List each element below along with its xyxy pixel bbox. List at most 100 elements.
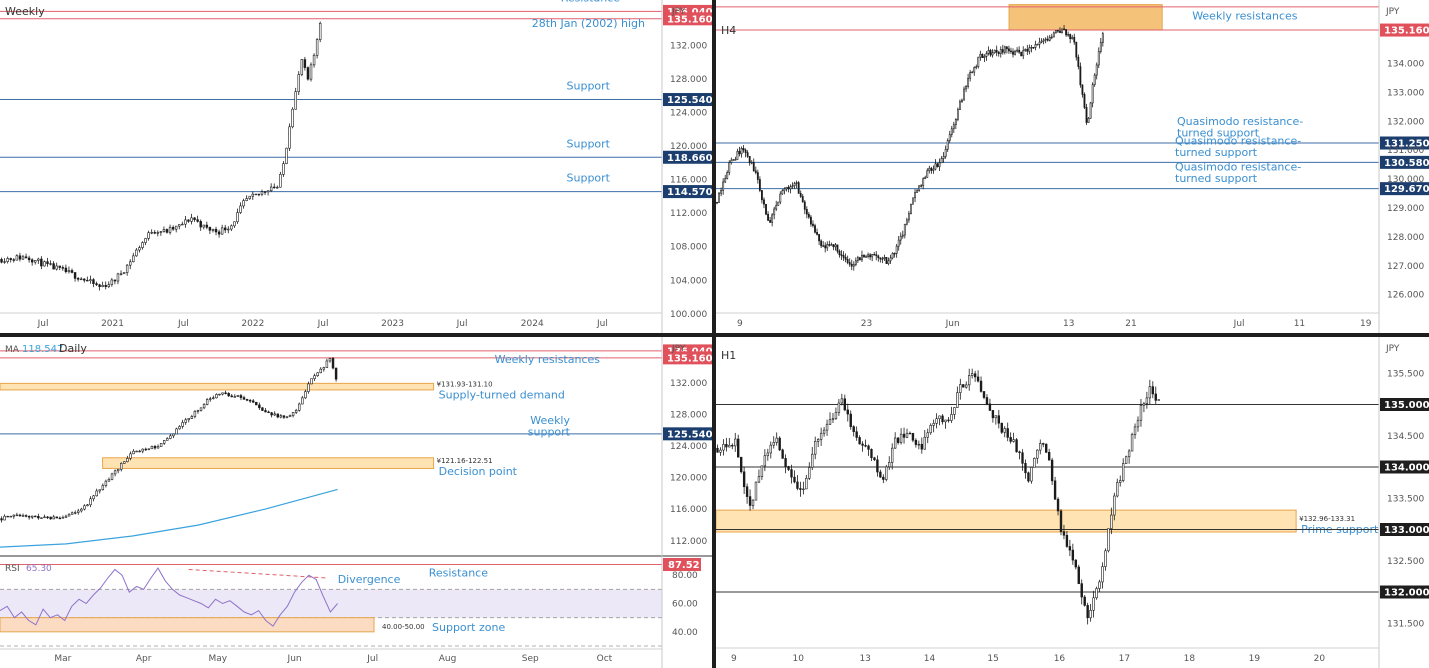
daily-ma-label: MA bbox=[5, 345, 20, 355]
h4-title: H4 bbox=[721, 24, 736, 37]
x-tick-label: 20 bbox=[1314, 654, 1326, 664]
x-tick-label: Sep bbox=[522, 654, 539, 664]
candle-body bbox=[1003, 428, 1006, 433]
candle-body bbox=[49, 516, 52, 520]
candle-body bbox=[141, 242, 144, 248]
candle-body bbox=[221, 392, 224, 395]
candle-body bbox=[116, 468, 120, 472]
daily-top-label: Weekly resistances bbox=[495, 353, 601, 366]
candle-body bbox=[313, 375, 316, 379]
candle-body bbox=[811, 453, 814, 468]
rsi-zone-note: 40.00-50.00 bbox=[382, 623, 425, 631]
x-tick-label: Apr bbox=[136, 654, 152, 664]
candle-body bbox=[830, 244, 833, 246]
candle-body bbox=[218, 393, 221, 396]
candle-body bbox=[1030, 47, 1033, 49]
candle-body bbox=[787, 466, 790, 470]
price-badge-label: 129.670 bbox=[1384, 184, 1429, 195]
candle-body bbox=[730, 159, 733, 163]
candle-body bbox=[132, 255, 135, 263]
y-tick-label: 132.500 bbox=[1387, 557, 1424, 567]
candle-body bbox=[129, 261, 132, 266]
candle-body bbox=[291, 412, 295, 416]
candle-body bbox=[236, 395, 240, 397]
candle-body bbox=[765, 203, 767, 215]
candle-body bbox=[1071, 36, 1074, 40]
h1-chart-panel[interactable]: Prime support¥132.96-133.31 135.000134.0… bbox=[716, 337, 1429, 668]
candle-body bbox=[1085, 107, 1088, 123]
candle-body bbox=[781, 449, 784, 459]
y-tick-label: 120.000 bbox=[670, 474, 707, 484]
candle-body bbox=[298, 403, 301, 411]
candle-body bbox=[70, 512, 74, 515]
candle-body bbox=[181, 422, 184, 427]
candle-body bbox=[946, 140, 949, 150]
candle-body bbox=[258, 404, 261, 409]
price-badge bbox=[1380, 523, 1429, 536]
x-tick-label: Jun bbox=[287, 654, 302, 664]
candle-body bbox=[27, 257, 31, 261]
candle-body bbox=[1030, 467, 1033, 482]
candle-body bbox=[754, 170, 757, 173]
level-label: Quasimodo resistance-turned support bbox=[1175, 161, 1301, 186]
candle-body bbox=[104, 285, 107, 287]
candle-body bbox=[1083, 596, 1086, 606]
zone-rect bbox=[1008, 4, 1163, 31]
candle-body bbox=[1024, 463, 1027, 474]
candle-body bbox=[763, 455, 767, 467]
candle-body bbox=[1113, 495, 1116, 516]
candle-body bbox=[891, 252, 894, 259]
daily-chart-panel[interactable]: Supply-turned demand¥131.93-131.10 Decisi… bbox=[0, 337, 712, 668]
candle-body bbox=[859, 257, 861, 261]
candle-body bbox=[877, 255, 880, 259]
candle-body bbox=[316, 372, 319, 376]
candle-body bbox=[209, 398, 212, 400]
candle-body bbox=[168, 227, 172, 233]
candle-body bbox=[720, 190, 723, 194]
candle-body bbox=[760, 465, 764, 477]
candle-body bbox=[279, 415, 283, 418]
candle-body bbox=[196, 219, 199, 222]
y-tick-label: 129.000 bbox=[1387, 204, 1424, 214]
candle-body bbox=[956, 109, 959, 120]
candle-body bbox=[991, 52, 994, 56]
candle-body bbox=[1104, 550, 1107, 567]
candle-body bbox=[153, 446, 157, 449]
x-tick-label: Jul bbox=[177, 319, 189, 329]
price-badge bbox=[663, 427, 712, 441]
candle-body bbox=[119, 273, 123, 275]
candle-body bbox=[924, 176, 927, 179]
candle-body bbox=[983, 56, 986, 58]
candle-body bbox=[777, 201, 780, 206]
candle-body bbox=[125, 264, 129, 273]
candle-body bbox=[803, 201, 806, 210]
candle-body bbox=[21, 515, 25, 517]
candle-body bbox=[976, 376, 980, 382]
price-badge bbox=[1380, 136, 1429, 150]
candle-body bbox=[737, 438, 740, 458]
candle-body bbox=[837, 402, 841, 413]
candle-body bbox=[107, 284, 110, 287]
h4-chart-panel[interactable]: Weekly resistances 135.160 131.250 Quasimo… bbox=[716, 0, 1429, 334]
rsi-support-zone bbox=[0, 617, 375, 633]
candle-body bbox=[123, 461, 126, 464]
candle-body bbox=[162, 440, 166, 444]
candle-body bbox=[269, 186, 273, 192]
candle-body bbox=[922, 178, 925, 186]
candle-body bbox=[282, 163, 285, 175]
candle-body bbox=[938, 415, 941, 419]
candle-body bbox=[746, 152, 749, 157]
zone-rect bbox=[102, 457, 435, 469]
candle-body bbox=[1044, 38, 1047, 41]
price-badge bbox=[1380, 585, 1429, 599]
candle-body bbox=[159, 442, 163, 447]
candle-body bbox=[83, 278, 86, 281]
x-tick-label: Jul bbox=[596, 319, 608, 329]
candle-body bbox=[779, 193, 782, 203]
candle-body bbox=[1046, 38, 1049, 41]
candle-body bbox=[926, 432, 929, 438]
candle-body bbox=[816, 439, 820, 442]
candle-body bbox=[750, 162, 753, 164]
candle-body bbox=[159, 231, 163, 233]
